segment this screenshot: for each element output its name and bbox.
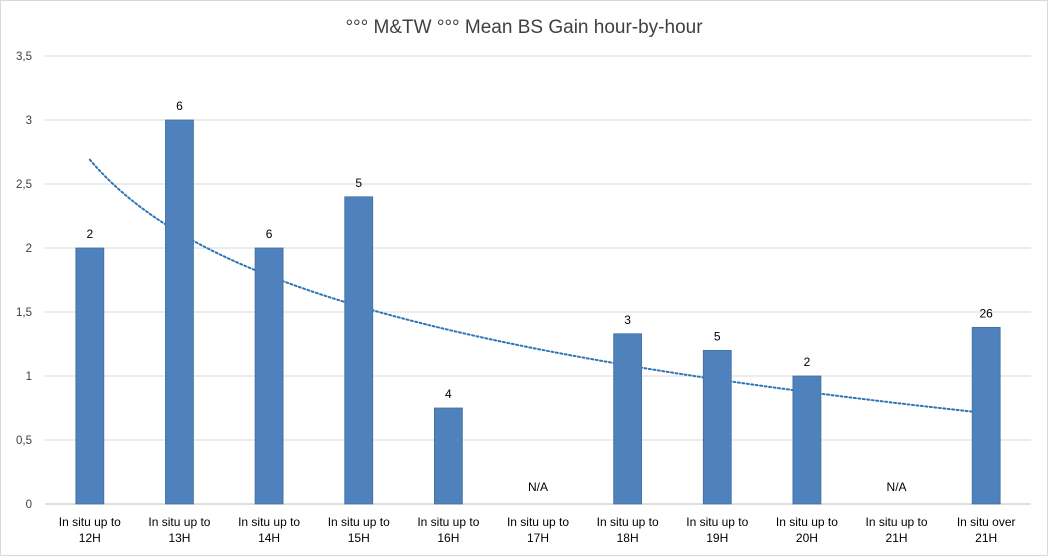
data-label: 26 [980, 306, 994, 320]
y-tick-label: 1,5 [16, 307, 32, 319]
y-tick-label: 2 [26, 243, 32, 255]
category-label: In situ up to [866, 515, 928, 529]
data-label: 3 [624, 313, 631, 327]
data-label: N/A [887, 480, 907, 494]
category-label: 20H [796, 531, 818, 545]
bar [344, 196, 374, 505]
y-tick-label: 1 [26, 371, 32, 383]
category-label: In situ up to [148, 515, 210, 529]
data-label: 6 [266, 227, 273, 241]
category-label: In situ up to [417, 515, 479, 529]
bar [792, 375, 822, 505]
data-label: 4 [445, 387, 452, 401]
y-tick-label: 3 [26, 115, 32, 127]
y-tick-label: 3,5 [16, 51, 32, 63]
bar [75, 247, 105, 505]
category-label: 21H [886, 531, 908, 545]
bar [433, 407, 463, 505]
category-label: In situ up to [328, 515, 390, 529]
category-label: In situ over [957, 515, 1016, 529]
category-label: 17H [527, 531, 549, 545]
category-label: 21H [975, 531, 997, 545]
category-label: In situ up to [507, 515, 569, 529]
chart-title: °°° M&TW °°° Mean BS Gain hour-by-hour [345, 17, 703, 38]
data-label: 6 [176, 99, 183, 113]
bar [702, 349, 732, 505]
data-label: 5 [714, 329, 721, 343]
bar [165, 119, 194, 505]
data-label: N/A [528, 480, 548, 494]
category-label: 19H [706, 531, 728, 545]
trendline [88, 158, 988, 415]
category-label: 12H [79, 531, 101, 545]
category-label: 14H [258, 531, 280, 545]
y-tick-label: 2,5 [16, 179, 32, 191]
data-label: 2 [804, 355, 811, 369]
bar [254, 247, 284, 505]
category-label: In situ up to [597, 515, 659, 529]
category-label: 18H [617, 531, 639, 545]
category-label: In situ up to [776, 515, 838, 529]
y-tick-label: 0 [26, 499, 32, 511]
category-label: In situ up to [59, 515, 121, 529]
y-tick-label: 0,5 [16, 435, 32, 447]
category-label: In situ up to [686, 515, 748, 529]
category-label: In situ up to [238, 515, 300, 529]
category-label: 13H [168, 531, 190, 545]
bar [971, 326, 1001, 505]
category-label: 16H [437, 531, 459, 545]
category-label: 15H [348, 531, 370, 545]
bar [613, 333, 643, 505]
data-label: 2 [86, 227, 93, 241]
data-label: 5 [355, 176, 362, 190]
